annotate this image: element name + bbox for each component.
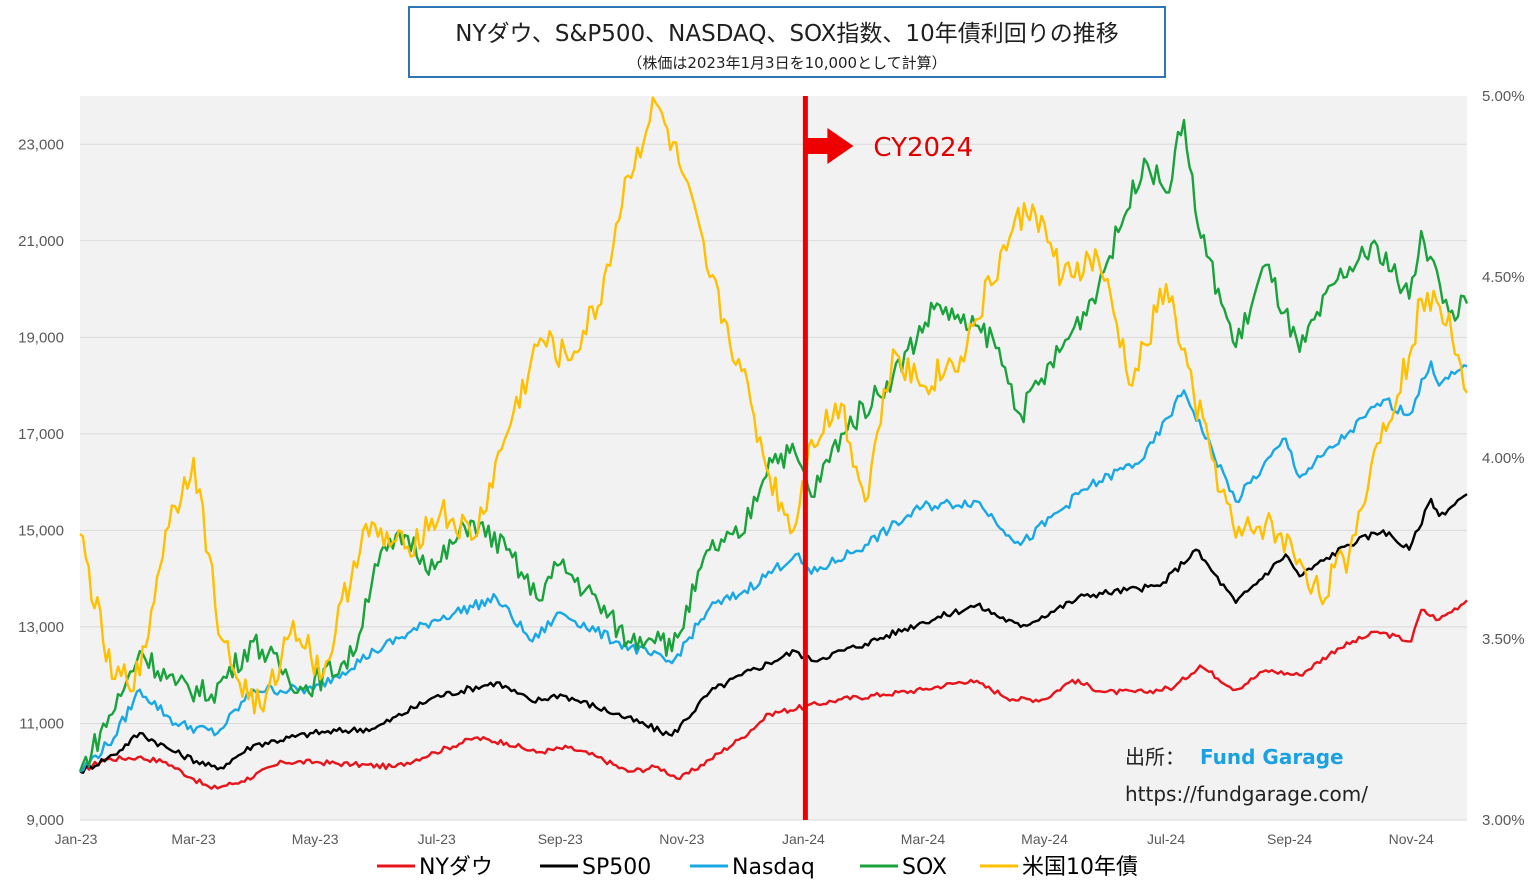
- y-tick-left: 23,000: [18, 136, 64, 153]
- y-tick-right: 3.00%: [1482, 812, 1525, 829]
- source-brand: Fund Garage: [1200, 745, 1344, 769]
- y-tick-left: 13,000: [18, 619, 64, 636]
- legend-label: SP500: [582, 855, 651, 880]
- x-tick: May-24: [1021, 831, 1068, 847]
- y-tick-right: 5.00%: [1482, 88, 1525, 105]
- y-tick-right: 4.00%: [1482, 450, 1525, 467]
- series-line-2: [79, 493, 1468, 774]
- x-tick: May-23: [292, 831, 339, 847]
- divider-group: CY2024: [802, 96, 973, 820]
- chart-title: NYダウ、S&P500、NASDAQ、SOX指数、10年債利回りの推移: [455, 21, 1119, 47]
- legend-label: Nasdaq: [732, 855, 815, 880]
- x-tick: Nov-24: [1389, 831, 1434, 847]
- series-line-4: [78, 118, 1469, 773]
- x-tick: Jan-24: [782, 831, 825, 847]
- x-tick: Sep-23: [538, 831, 583, 847]
- y-tick-left: 11,000: [19, 715, 64, 732]
- x-tick: Jul-23: [418, 831, 456, 847]
- series-line-3: [79, 360, 1468, 773]
- legend-label: NYダウ: [419, 855, 493, 880]
- legend: NYダウ SP500 Nasdaq SOX 米国10年債: [377, 855, 1138, 880]
- x-axis: Jan-23 Mar-23 May-23 Jul-23 Sep-23 Nov-23 Jan-…: [55, 831, 1434, 847]
- x-tick: Jan-23: [55, 831, 98, 847]
- x-tick: Mar-24: [901, 831, 946, 847]
- x-tick: Sep-24: [1267, 831, 1312, 847]
- y-axis-left: 9,000 11,000 13,000 15,000 17,000 19,000 21,00…: [18, 136, 64, 829]
- y-tick-left: 17,000: [18, 426, 64, 443]
- gridlines: [80, 143, 1467, 821]
- x-tick: Mar-23: [171, 831, 216, 847]
- y-tick-left: 9,000: [26, 812, 64, 829]
- arrow-right-icon: [805, 128, 854, 164]
- y-tick-right: 4.50%: [1482, 269, 1525, 286]
- source-url: https://fundgarage.com/: [1125, 782, 1368, 806]
- series-lines: [78, 96, 1469, 790]
- y-tick-right: 3.50%: [1482, 631, 1525, 648]
- y-axis-right: 3.00% 3.50% 4.00% 4.50% 5.00%: [1482, 88, 1525, 829]
- x-tick: Nov-23: [659, 831, 704, 847]
- legend-label: 米国10年債: [1022, 855, 1138, 880]
- y-tick-left: 15,000: [18, 522, 64, 539]
- chart-subtitle: （株価は2023年1月3日を10,000として計算）: [627, 54, 947, 72]
- source-label: 出所：: [1125, 745, 1185, 769]
- series-line-1: [79, 599, 1468, 790]
- annotation-cy2024: CY2024: [873, 133, 973, 163]
- y-tick-left: 21,000: [18, 233, 64, 250]
- y-tick-left: 19,000: [18, 329, 64, 346]
- series-line-5: [79, 96, 1468, 715]
- chart-title-box: NYダウ、S&P500、NASDAQ、SOX指数、10年債利回りの推移 （株価は…: [408, 6, 1166, 78]
- x-tick: Jul-24: [1147, 831, 1185, 847]
- legend-label: SOX: [902, 855, 947, 880]
